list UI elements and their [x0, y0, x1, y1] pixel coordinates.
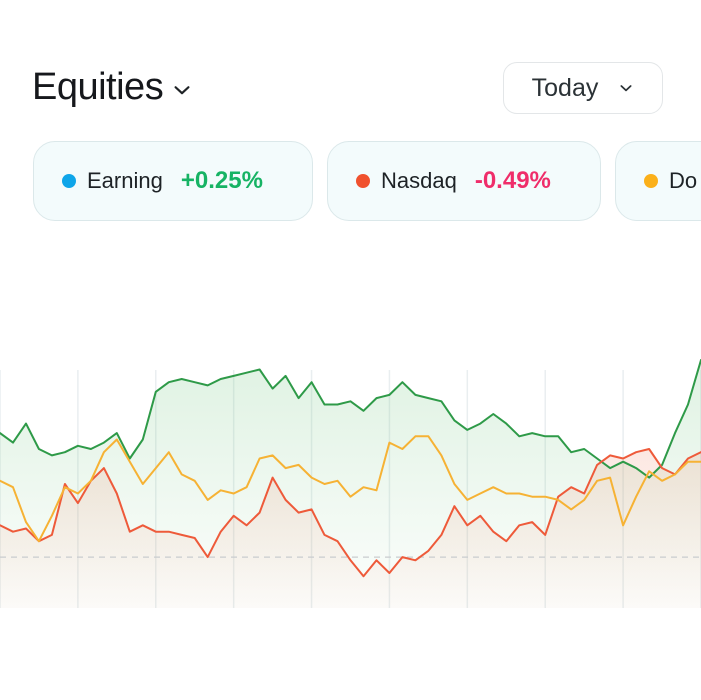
legend-dot [356, 174, 370, 188]
index-chip-dow[interactable]: Do [615, 141, 701, 221]
index-name: Do [669, 168, 698, 193]
series-area-nasdaq [0, 449, 701, 608]
series-line-do [0, 435, 701, 543]
index-name: Nasdaq [381, 168, 457, 193]
index-change: -0.49% [474, 167, 551, 194]
index-chip-earning[interactable]: Earning +0.25% [33, 141, 313, 221]
series-line-nasdaq [0, 448, 701, 578]
index-chip-nasdaq[interactable]: Nasdaq -0.49% [327, 141, 601, 221]
series-line-earning [0, 359, 701, 479]
chart-series [0, 359, 701, 578]
page-title: Equities [32, 66, 164, 108]
equities-menu[interactable]: Equities [32, 66, 193, 109]
equities-line-chart [0, 359, 701, 608]
index-chips: Earning +0.25% Nasdaq -0.49% Do [0, 141, 701, 223]
index-name: Earning [87, 168, 163, 193]
legend-dot [62, 174, 76, 188]
chevron-down-icon [174, 85, 190, 94]
period-selector[interactable]: Today [503, 62, 663, 114]
chevron-down-icon [620, 85, 632, 92]
period-selector-label: Today [531, 73, 599, 102]
index-change: +0.25% [180, 167, 263, 194]
chart-areas [0, 360, 701, 608]
legend-dot [644, 174, 658, 188]
